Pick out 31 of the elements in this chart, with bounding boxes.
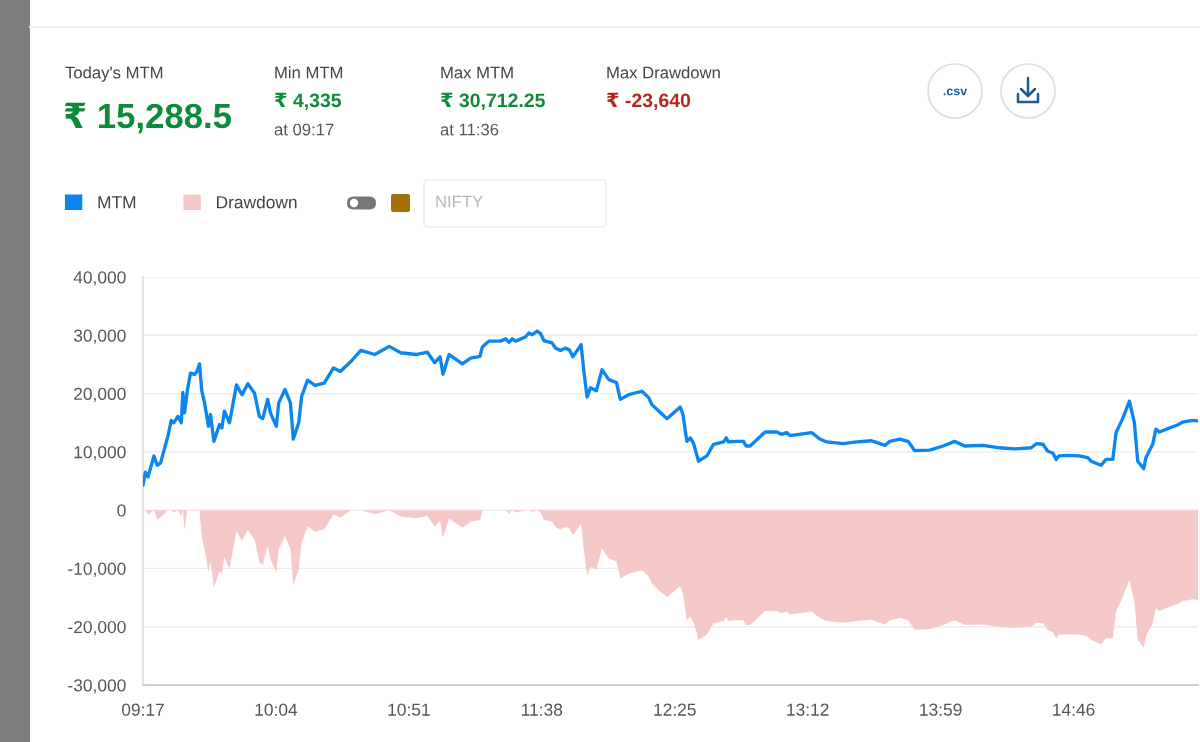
line-series: [143, 329, 1198, 487]
y-tick-label: -20,000: [68, 620, 126, 636]
text: at 11:36: [440, 123, 499, 136]
x-tick-label: 14:46: [1053, 703, 1095, 716]
text: ₹ 15,288.5: [64, 102, 231, 134]
x-tick-label: 09:17: [121, 703, 164, 716]
x-tick-label: 13:59: [920, 703, 962, 716]
x-tick-label: 10:51: [388, 703, 430, 716]
x-tick-label: 12:25: [654, 703, 696, 716]
x-tick-label: 10:04: [255, 703, 298, 716]
text: Max MTM: [441, 66, 513, 79]
text: .csv: [943, 88, 968, 96]
text: ₹ -23,640: [606, 92, 691, 111]
y-tick-label: 0: [117, 504, 126, 517]
text: ₹ 30,712.25: [440, 92, 545, 111]
text: NIFTY: [436, 195, 483, 208]
y-tick-label: 20,000: [74, 387, 126, 403]
text: Min MTM: [275, 66, 343, 79]
y-tick-label: 10,000: [74, 446, 126, 461]
legend-label: MTM: [98, 196, 136, 209]
x-tick-label: 13:12: [787, 703, 829, 716]
legend-label: Drawdown: [216, 195, 297, 209]
x-tick-label: 11:38: [522, 703, 563, 716]
y-tick-label: 30,000: [73, 329, 126, 344]
y-tick-label: -30,000: [68, 679, 126, 694]
text: ₹ 4,335: [274, 92, 342, 111]
y-tick-label: -10,000: [68, 562, 126, 577]
y-tick-label: 40,000: [73, 271, 126, 286]
text: Max Drawdown: [607, 66, 720, 79]
text: at 09:17: [274, 123, 334, 136]
text: Today's MTM: [65, 66, 163, 82]
